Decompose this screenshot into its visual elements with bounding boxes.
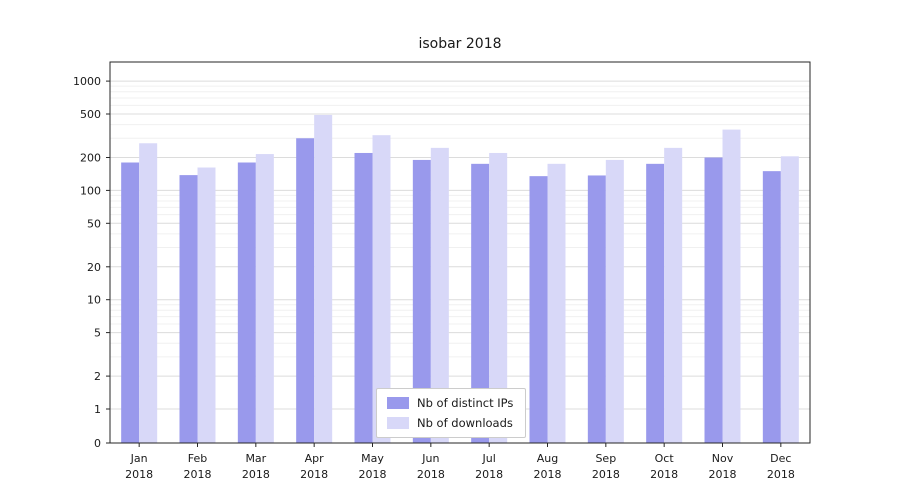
x-tick-label-year: 2018 <box>650 468 678 481</box>
x-tick-label-month: Aug <box>537 452 558 465</box>
bar-distinct-ips-may <box>354 152 373 443</box>
bar-downloads-sep <box>605 159 624 443</box>
x-tick-label-month: Jul <box>482 452 496 465</box>
x-tick-label-month: Sep <box>595 452 616 465</box>
bar-distinct-ips-aug <box>529 176 548 443</box>
bar-downloads-jul <box>489 152 508 443</box>
bar-distinct-ips-apr <box>296 138 315 443</box>
legend-label-downloads: Nb of downloads <box>417 416 513 430</box>
bar-distinct-ips-mar <box>237 162 256 443</box>
bar-distinct-ips-jun <box>412 159 431 443</box>
bar-downloads-jan <box>139 143 158 443</box>
bar-distinct-ips-feb <box>179 175 198 444</box>
x-tick-label-year: 2018 <box>300 468 328 481</box>
x-tick-label-month: Dec <box>770 452 791 465</box>
chart-title: isobar 2018 <box>418 36 502 52</box>
bar-distinct-ips-nov <box>704 157 723 443</box>
x-tick-label-year: 2018 <box>709 468 737 481</box>
legend-label-distinct-ips: Nb of distinct IPs <box>417 396 514 410</box>
y-tick-label: 5 <box>94 327 101 340</box>
bar-downloads-aug <box>547 163 566 443</box>
bar-distinct-ips-jan <box>121 162 140 443</box>
x-tick-label-year: 2018 <box>359 468 387 481</box>
bar-downloads-may <box>372 135 391 443</box>
bar-downloads-mar <box>255 154 274 443</box>
y-tick-label: 100 <box>80 184 101 197</box>
bar-downloads-jun <box>430 147 449 444</box>
x-tick-label-year: 2018 <box>125 468 153 481</box>
legend: Nb of distinct IPs Nb of downloads <box>376 388 527 438</box>
x-tick-label-year: 2018 <box>184 468 212 481</box>
legend-swatch-distinct-ips <box>387 397 409 409</box>
y-tick-label: 500 <box>80 108 101 121</box>
y-tick-label: 50 <box>87 217 101 230</box>
y-tick-label: 10 <box>87 294 101 307</box>
bar-distinct-ips-sep <box>587 175 606 444</box>
x-tick-label-year: 2018 <box>417 468 445 481</box>
x-tick-label-month: Jun <box>421 452 439 465</box>
x-tick-label-month: Oct <box>655 452 675 465</box>
x-tick-label-month: Mar <box>245 452 266 465</box>
y-tick-label: 1 <box>94 403 101 416</box>
bar-downloads-oct <box>664 147 683 444</box>
legend-item-distinct-ips: Nb of distinct IPs <box>387 396 513 410</box>
legend-swatch-downloads <box>387 417 409 429</box>
x-tick-label-month: Feb <box>188 452 207 465</box>
legend-item-downloads: Nb of downloads <box>387 416 513 430</box>
x-tick-label-month: Apr <box>305 452 325 465</box>
bar-downloads-apr <box>314 114 333 443</box>
plot-border <box>109 61 811 444</box>
x-tick-label-year: 2018 <box>475 468 503 481</box>
y-tick-label: 1000 <box>73 75 101 88</box>
x-tick-label-year: 2018 <box>242 468 270 481</box>
bar-downloads-nov <box>722 129 741 443</box>
x-tick-label-month: Jan <box>130 452 148 465</box>
x-tick-label-month: May <box>361 452 384 465</box>
x-tick-label-month: Nov <box>712 452 734 465</box>
bar-distinct-ips-oct <box>646 163 665 443</box>
x-tick-label-year: 2018 <box>592 468 620 481</box>
bar-distinct-ips-jul <box>471 163 490 443</box>
y-tick-label: 20 <box>87 261 101 274</box>
bar-distinct-ips-dec <box>762 171 781 443</box>
y-tick-label: 2 <box>94 370 101 383</box>
x-tick-label-year: 2018 <box>534 468 562 481</box>
y-tick-label: 200 <box>80 151 101 164</box>
y-tick-label: 0 <box>94 437 101 450</box>
bar-downloads-dec <box>780 156 799 443</box>
bar-downloads-feb <box>197 167 216 444</box>
x-tick-label-year: 2018 <box>767 468 795 481</box>
